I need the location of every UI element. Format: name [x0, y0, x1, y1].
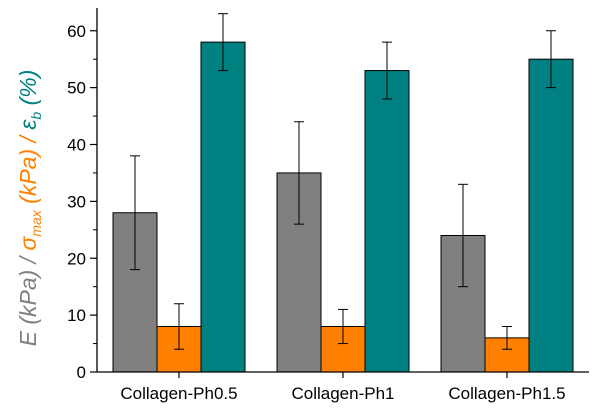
y-tick-label-4: 40	[67, 136, 86, 155]
y-tick-label-3: 30	[67, 192, 86, 211]
ylabel-sigma-symbol: σ	[15, 236, 41, 251]
ylabel-e-part: E (kPa) /	[15, 254, 41, 346]
bar-1-2	[364, 70, 410, 373]
x-tick-label-2: Collagen-Ph1.5	[448, 384, 565, 403]
y-axis-title: E (kPa) / σmax (kPa) / εb (%)	[15, 70, 44, 347]
x-ticks-layer: Collagen-Ph0.5 Collagen-Ph1 Collagen-Ph1.5	[120, 372, 566, 403]
x-tick-label-1: Collagen-Ph1	[291, 384, 394, 403]
ylabel-eps-symbol: ε	[15, 119, 41, 130]
svg-text:E (kPa) / σmax (kPa) /: E (kPa) / σmax (kPa) / εb (%)	[15, 70, 44, 347]
y-tick-label-5: 50	[67, 79, 86, 98]
y-tick-label-6: 60	[67, 22, 86, 41]
ylabel-eps-unit: (%)	[15, 70, 41, 112]
x-tick-label-0: Collagen-Ph0.5	[120, 384, 237, 403]
ylabel-sigma-unit: (kPa) /	[15, 133, 41, 210]
y-tick-label-0: 0	[77, 363, 86, 382]
error-bars-layer	[130, 13, 556, 350]
y-tick-label-1: 10	[67, 306, 86, 325]
ylabel-sigma-sub: max	[28, 209, 44, 236]
y-tick-label-2: 20	[67, 249, 86, 268]
ylabel-eps-sub: b	[28, 112, 44, 120]
bar-0-2	[200, 41, 246, 373]
bar-2-2	[528, 58, 574, 373]
y-ticks-layer: 0 10 20 30 40 50 60	[67, 22, 97, 382]
